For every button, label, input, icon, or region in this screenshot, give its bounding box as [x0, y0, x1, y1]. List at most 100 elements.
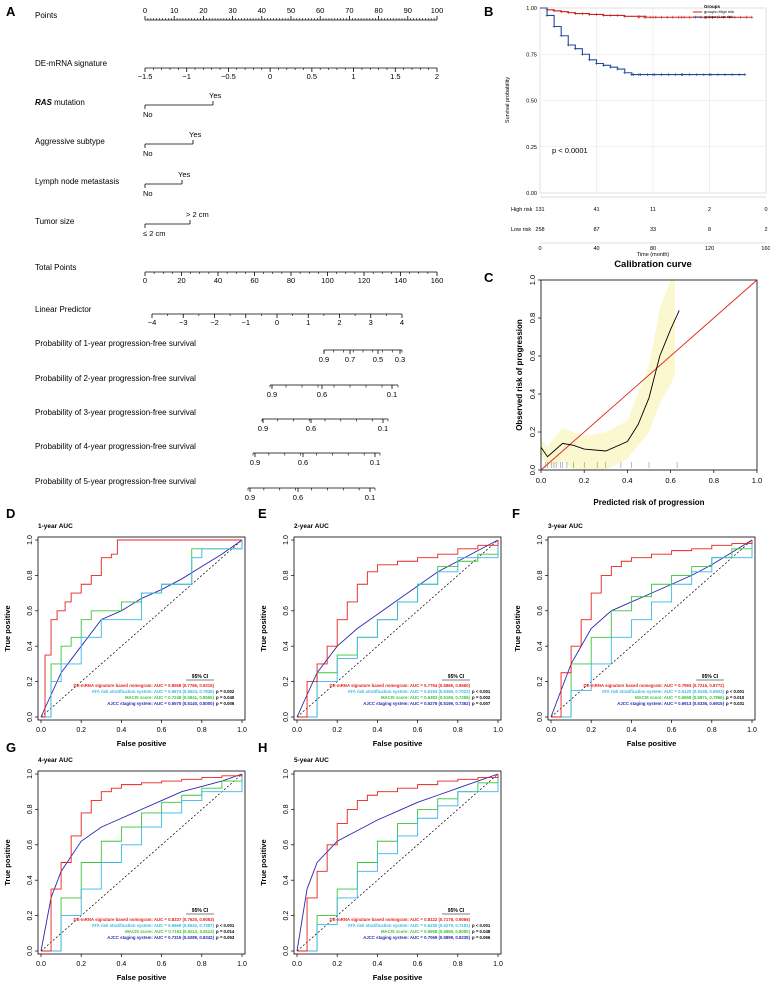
row-label: Total Points [35, 263, 76, 272]
row-label: Linear Predictor [35, 305, 92, 314]
roc-xtick-label: 1.0 [237, 727, 247, 734]
calibration-title: Calibration curve [614, 259, 692, 270]
roc-legend-pvalue: p = 0.010 [726, 695, 745, 700]
calibration-xtick-label: 1.0 [752, 476, 762, 485]
row-label: Probability of 3-year progression-free s… [35, 408, 196, 417]
linear-predictor-tick-label: 0 [275, 318, 279, 327]
roc-ytick-label: 0.0 [537, 712, 544, 722]
km-censor-mark [652, 73, 656, 77]
km-risk-count: 0 [764, 207, 767, 213]
probability-tick-label: 0.1 [378, 424, 388, 433]
km-censor-mark [616, 13, 620, 17]
roc-curve [40, 773, 243, 952]
roc-curve [297, 540, 499, 718]
roc-ytick-label: 0.4 [27, 641, 34, 651]
roc-xtick-label: 1.0 [493, 727, 503, 734]
calibration-ytick-label: 0.4 [528, 389, 537, 399]
calibration-ci-band [541, 280, 675, 470]
km-censor-mark [716, 15, 720, 19]
roc-legend-pvalue: p = 0.053 [216, 935, 235, 940]
linear-predictor-tick-label: −4 [148, 318, 157, 327]
calibration-panel: Calibration curve 0.00.0 0.2 0.2 0.4 0.4 0.6 0.… [515, 259, 762, 507]
points-tick-label: 50 [287, 6, 295, 15]
km-censor-mark [648, 15, 652, 19]
points-tick-label: 60 [316, 6, 324, 15]
km-risk-count: 8 [708, 227, 711, 233]
roc-xtick-label: 0.8 [707, 727, 717, 734]
km-censor-mark [566, 43, 570, 47]
km-censor-mark [623, 14, 627, 18]
row-label: Lymph node metastasis [35, 177, 119, 186]
km-censor-mark [545, 13, 549, 17]
km-censor-mark [559, 10, 563, 14]
roc-panel-4-year: 4-year AUC 0.00.0 0.2 0.2 0.4 0.4 0.6 0.6 0.8 0.8… [3, 757, 247, 982]
probability-tick-label: 0.5 [373, 355, 383, 364]
km-censor-mark [709, 73, 713, 77]
roc-xtick-label: 0.6 [413, 727, 423, 734]
roc-xtick-label: 0.0 [36, 961, 46, 968]
km-censor-mark [710, 15, 714, 19]
km-risk-count: 11 [650, 207, 656, 213]
categorical-level-label: Yes [178, 170, 190, 179]
roc-ylabel: True positive [259, 839, 268, 885]
km-censor-mark [573, 47, 577, 51]
de-mrna-tick-label: 2 [435, 72, 439, 81]
roc-ylabel: True positive [259, 605, 268, 651]
km-censor-mark [659, 73, 663, 77]
roc-xtick-label: 0.2 [332, 961, 342, 968]
points-tick-label: 20 [199, 6, 207, 15]
roc-legend-pvalue: p < 0.001 [216, 923, 235, 928]
roc-xtick-label: 0.6 [413, 961, 423, 968]
km-ylabel: Survival probability [505, 77, 511, 123]
total-points-tick-label: 40 [214, 276, 222, 285]
km-xtick-label: 0 [538, 246, 541, 252]
de-mrna-tick-label: 0 [268, 72, 272, 81]
km-ytick-label: 0.50 [526, 99, 537, 105]
calibration-ytick-label: 0.6 [528, 351, 537, 361]
km-censor-mark [595, 62, 598, 65]
roc-curve [41, 540, 243, 718]
row-label: Points [35, 11, 57, 20]
de-mrna-tick-label: −0.5 [221, 72, 236, 81]
panel-letter-c: C [484, 270, 494, 285]
roc-curve [41, 539, 242, 718]
km-censor-mark [688, 15, 692, 19]
km-censor-mark [552, 25, 556, 28]
km-censor-mark [623, 71, 627, 75]
roc-xtick-label: 0.2 [586, 727, 596, 734]
probability-tick-label: 0.9 [258, 424, 268, 433]
roc-legend-pvalue: p < 0.001 [472, 923, 491, 928]
roc-xtick-label: 0.0 [36, 727, 46, 734]
roc-diagonal [40, 539, 243, 718]
roc-xtick-label: 0.0 [292, 727, 302, 734]
panel-letter-e: E [258, 506, 267, 521]
roc-xlabel: False positive [373, 973, 423, 982]
roc-ytick-label: 0.2 [283, 677, 290, 687]
linear-predictor-tick-label: −2 [210, 318, 219, 327]
roc-ytick-label: 1.0 [537, 535, 544, 545]
calibration-xtick-label: 0.8 [709, 476, 719, 485]
categorical-level-label: ≤ 2 cm [143, 229, 165, 238]
km-censor-mark [559, 34, 563, 38]
probability-tick-label: 0.6 [317, 390, 327, 399]
km-censor-mark [587, 58, 591, 62]
km-censor-mark [602, 63, 606, 67]
total-points-tick-label: 80 [287, 276, 295, 285]
row-label: DE-mRNA signature [35, 59, 108, 68]
row-label: Probability of 1-year progression-free s… [35, 339, 196, 348]
roc-curve [296, 773, 499, 952]
roc-xtick-label: 0.6 [157, 727, 167, 734]
roc-legend-item: DE-mRNA signature based nomogram: AUC = … [74, 683, 215, 688]
roc-curve [551, 540, 753, 718]
km-censor-mark [609, 13, 613, 17]
row-label: Aggressive subtype [35, 137, 105, 146]
calibration-xtick-label: 0.4 [622, 476, 632, 485]
km-censor-mark [688, 73, 692, 77]
de-mrna-tick-label: 0.5 [307, 72, 317, 81]
roc-ci-header: 95% CI [702, 674, 719, 680]
km-censor-mark [659, 15, 663, 19]
linear-predictor-tick-label: 2 [337, 318, 341, 327]
calibration-plot-frame [540, 279, 758, 471]
roc-xtick-label: 0.0 [546, 727, 556, 734]
km-censor-mark [681, 73, 685, 77]
